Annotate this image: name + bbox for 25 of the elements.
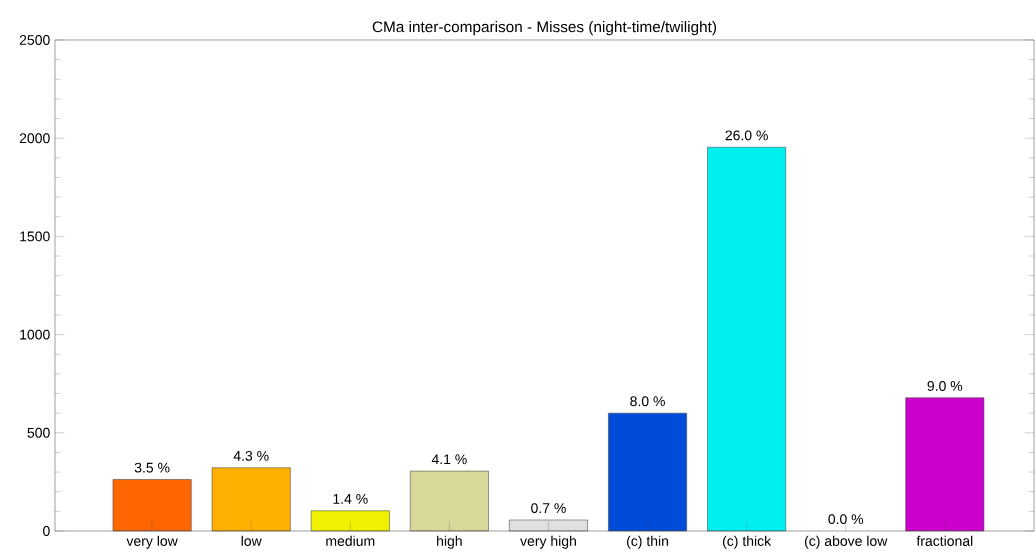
chart-title: CMa inter-comparison - Misses (night-time/twilight)	[372, 21, 717, 36]
x-tick-label: very high	[520, 535, 576, 549]
x-tick-label: high	[437, 535, 462, 549]
annotation: 4.3 %	[233, 450, 269, 461]
x-tick-label: low	[241, 535, 262, 546]
x-tick-label: medium	[326, 535, 375, 546]
y-tick-label: 500	[27, 427, 50, 438]
x-tick-label: (c) thick	[723, 535, 772, 549]
x-tick-label: (c) thin	[627, 535, 669, 549]
annotation: 0.7 %	[531, 503, 566, 514]
annotation: 3.5 %	[134, 462, 170, 473]
annotation: 9.0 %	[927, 380, 963, 391]
x-tick-label: very low	[126, 535, 178, 549]
x-tick-label: fractional	[916, 535, 973, 546]
annotation: 4.1 %	[431, 454, 467, 465]
annotation: 0.0 %	[828, 514, 864, 525]
y-tick-label: 2500	[19, 35, 50, 45]
annotation: 8.0 %	[630, 396, 665, 407]
y-tick-label: 1000	[20, 329, 50, 340]
y-tick-label: 1500	[20, 231, 50, 242]
annotation: 1.4 %	[333, 494, 368, 504]
y-tick-label: 2000	[19, 133, 50, 144]
x-tick-label: (c) above low	[804, 535, 888, 549]
annotation: 26.0 %	[725, 130, 768, 141]
y-tick-label: 0	[43, 526, 50, 536]
